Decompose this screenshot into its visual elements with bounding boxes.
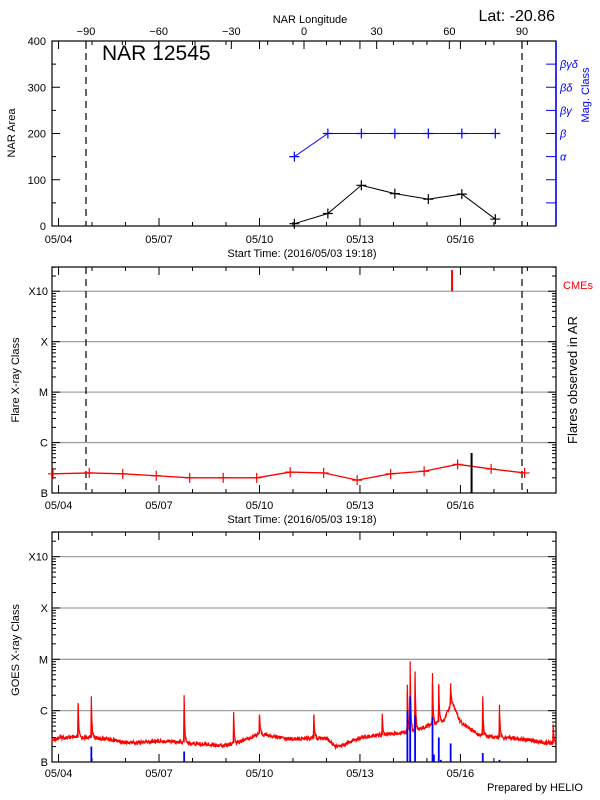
- flare-class-point-marker: [519, 467, 530, 478]
- area-point-marker: [389, 188, 400, 199]
- y-tick-label-X: X: [41, 337, 49, 349]
- area-tick-label-200: 200: [28, 129, 46, 141]
- date-tick-label-05-13: 05/13: [346, 768, 374, 780]
- mag-class-point-marker: [356, 128, 367, 139]
- date-tick-label-05-10: 05/10: [246, 234, 274, 246]
- area-tick-label-0: 0: [40, 221, 46, 233]
- area-point-marker: [423, 194, 434, 205]
- flare-class-point-marker: [419, 466, 430, 477]
- flare-class-point-marker: [84, 467, 95, 478]
- date-tick-label-05-04: 05/04: [45, 500, 73, 512]
- goes-class-axis-title: GOES X-ray Class: [10, 604, 22, 696]
- y-tick-label-X10: X10: [28, 552, 48, 564]
- goes-flux-series-line: [51, 674, 557, 751]
- mag-class-tick-label: βγ: [559, 105, 573, 117]
- flare-class-point-marker: [151, 470, 162, 481]
- flare-class-point-marker: [251, 472, 262, 483]
- y-tick-label-X: X: [41, 603, 49, 615]
- area-point-marker: [490, 214, 501, 225]
- date-tick-label-05-10: 05/10: [246, 768, 274, 780]
- mag-class-tick-label: β: [559, 129, 567, 141]
- longitude-tick-label: 0: [301, 26, 307, 38]
- y-tick-label-M: M: [39, 654, 48, 666]
- longitude-tick-label: 60: [443, 26, 455, 38]
- mag-class-tick-label: βγδ: [559, 59, 579, 71]
- flare-class-point-marker: [218, 472, 229, 483]
- flare-class-point-marker: [285, 467, 296, 478]
- goes-panel-frame: [51, 531, 557, 763]
- date-tick-label-05-04: 05/04: [45, 768, 73, 780]
- longitude-tick-label: −60: [149, 26, 168, 38]
- area-point-marker: [289, 218, 300, 229]
- area-tick-label-100: 100: [28, 175, 46, 187]
- flare-class-point-marker: [47, 468, 58, 479]
- y-tick-label-B: B: [41, 757, 48, 769]
- date-tick-label-05-07: 05/07: [145, 768, 173, 780]
- mag-class-point-marker: [289, 151, 300, 162]
- mag-class-tick-label: βδ: [559, 82, 573, 94]
- mag-class-point-marker: [322, 128, 333, 139]
- date-tick-label-05-16: 05/16: [447, 234, 475, 246]
- cme-label: CMEs: [563, 280, 593, 292]
- area-tick-label-300: 300: [28, 82, 46, 94]
- area-axis-title: NAR Area: [6, 108, 18, 158]
- flare-class-point-marker: [184, 472, 195, 483]
- flare-class-point-marker: [318, 467, 329, 478]
- mag-class-point-marker: [490, 128, 501, 139]
- longitude-tick-label: −30: [222, 26, 241, 38]
- y-tick-label-C: C: [40, 438, 48, 450]
- flare-class-point-marker: [452, 459, 463, 470]
- flares-observed-axis-title: Flares observed in AR: [565, 316, 580, 444]
- y-tick-label-B: B: [41, 488, 48, 500]
- flare-class-point-marker: [117, 468, 128, 479]
- panel1-x-axis-title: Start Time: (2016/05/03 19:18): [227, 248, 376, 260]
- date-tick-label-05-07: 05/07: [145, 500, 173, 512]
- flare-class-point-marker: [385, 468, 396, 479]
- latitude-label: Lat: -20.86: [479, 8, 556, 25]
- plot-layer: 05/04 05/07 05/10 05/13 05/160100200300400−9…: [28, 26, 579, 780]
- longitude-tick-label: −90: [77, 26, 96, 38]
- longitude-tick-label: 30: [371, 26, 383, 38]
- longitude-tick-label: 90: [516, 26, 528, 38]
- date-tick-label-05-16: 05/16: [447, 768, 475, 780]
- date-tick-label-05-13: 05/13: [346, 500, 374, 512]
- flare-class-axis-title: Flare X-ray Class: [10, 337, 22, 422]
- mag-class-point-marker: [456, 128, 467, 139]
- mag-class-axis-title: Mag. Class: [580, 67, 592, 123]
- area-point-marker: [322, 208, 333, 219]
- date-tick-label-05-16: 05/16: [447, 500, 475, 512]
- flare-panel-frame: [51, 266, 557, 494]
- flare-class-point-marker: [352, 475, 363, 486]
- mag-class-tick-label: α: [560, 152, 567, 164]
- mag-class-point-marker: [423, 128, 434, 139]
- flare-class-point-marker: [486, 463, 497, 474]
- longitude-axis-title: NAR Longitude: [273, 14, 348, 26]
- date-tick-label-05-04: 05/04: [45, 234, 73, 246]
- panel2-x-axis-title: Start Time: (2016/05/03 19:18): [227, 514, 376, 526]
- area-point-marker: [456, 189, 467, 200]
- area-tick-label-400: 400: [28, 36, 46, 48]
- y-tick-label-M: M: [39, 387, 48, 399]
- y-tick-label-X10: X10: [28, 286, 48, 298]
- area-point-marker: [356, 180, 367, 191]
- date-tick-label-05-13: 05/13: [346, 234, 374, 246]
- mag-class-point-marker: [389, 128, 400, 139]
- date-tick-label-05-10: 05/10: [246, 500, 274, 512]
- y-tick-label-C: C: [40, 706, 48, 718]
- region-title: NAR 12545: [102, 42, 211, 65]
- date-tick-label-05-07: 05/07: [145, 234, 173, 246]
- prepared-by-label: Prepared by HELIO: [487, 782, 583, 794]
